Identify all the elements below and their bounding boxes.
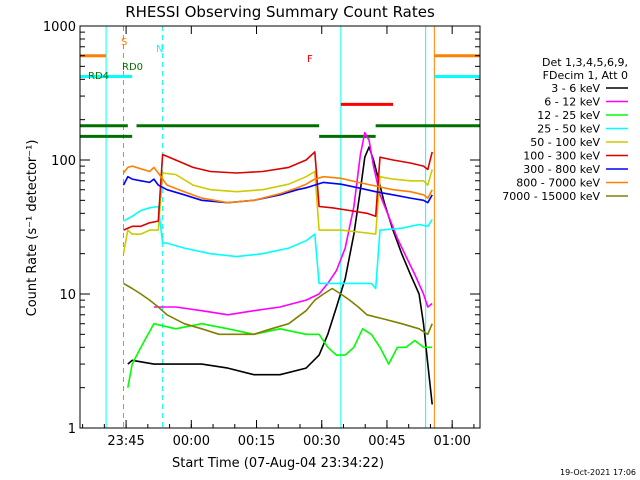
series-lines xyxy=(122,131,433,405)
legend-header: Det 1,3,4,5,6,9, xyxy=(542,56,628,69)
x-tick-label: 00:00 xyxy=(173,434,210,449)
legend-header: FDecim 1, Att 0 xyxy=(543,69,628,82)
legend-label: 100 - 300 keV xyxy=(523,150,600,163)
series-line xyxy=(153,131,433,316)
x-tick-label: 00:15 xyxy=(238,434,275,449)
flag-label: S xyxy=(121,37,127,48)
flag-bars: S N F RD0 RD4 xyxy=(80,37,480,138)
x-axis-ticks: 23:45 00:00 00:15 00:30 00:45 01:00 xyxy=(82,26,475,449)
series-line xyxy=(123,282,433,336)
y-tick-label: 1000 xyxy=(43,20,76,35)
plot-frame xyxy=(79,25,481,429)
legend-label: 25 - 50 keV xyxy=(537,123,600,136)
x-axis-label: Start Time (07-Aug-04 23:34:22) xyxy=(172,456,384,471)
y-tick-label: 10 xyxy=(59,288,76,303)
flag-label: RD0 xyxy=(122,62,143,73)
y-axis-ticks: 1 10 100 1000 xyxy=(43,20,480,437)
x-tick-label: 23:45 xyxy=(107,434,144,449)
legend: Det 1,3,4,5,6,9,FDecim 1, Att 03 - 6 keV… xyxy=(502,56,628,203)
series-line xyxy=(123,205,433,290)
y-tick-label: 100 xyxy=(51,154,76,169)
legend-label: 300 - 800 keV xyxy=(523,163,600,176)
series-line xyxy=(122,165,433,204)
legend-label: 6 - 12 keV xyxy=(544,96,600,109)
legend-label: 800 - 7000 keV xyxy=(516,177,600,190)
y-axis-label: Count Rate (s⁻¹ detector⁻¹) xyxy=(25,140,40,317)
flag-label: F xyxy=(307,54,313,65)
legend-label: 3 - 6 keV xyxy=(551,82,600,95)
chart-title: RHESSI Observing Summary Count Rates xyxy=(125,3,435,21)
legend-label: 50 - 100 keV xyxy=(530,136,600,149)
x-tick-label: 01:00 xyxy=(433,434,470,449)
flag-label: RD4 xyxy=(88,71,109,82)
legend-label: 12 - 25 keV xyxy=(537,109,600,122)
series-line xyxy=(122,175,433,204)
series-line xyxy=(127,322,433,388)
series-line xyxy=(123,151,433,231)
vertical-markers xyxy=(105,26,480,428)
series-line xyxy=(122,169,433,254)
x-tick-label: 00:45 xyxy=(368,434,405,449)
series-line xyxy=(127,146,433,405)
x-tick-label: 00:30 xyxy=(303,434,340,449)
legend-label: 7000 - 15000 keV xyxy=(502,190,600,203)
flag-label: N xyxy=(156,44,163,55)
y-tick-label: 1 xyxy=(68,422,76,437)
timestamp: 19-Oct-2021 17:06 xyxy=(560,468,636,477)
